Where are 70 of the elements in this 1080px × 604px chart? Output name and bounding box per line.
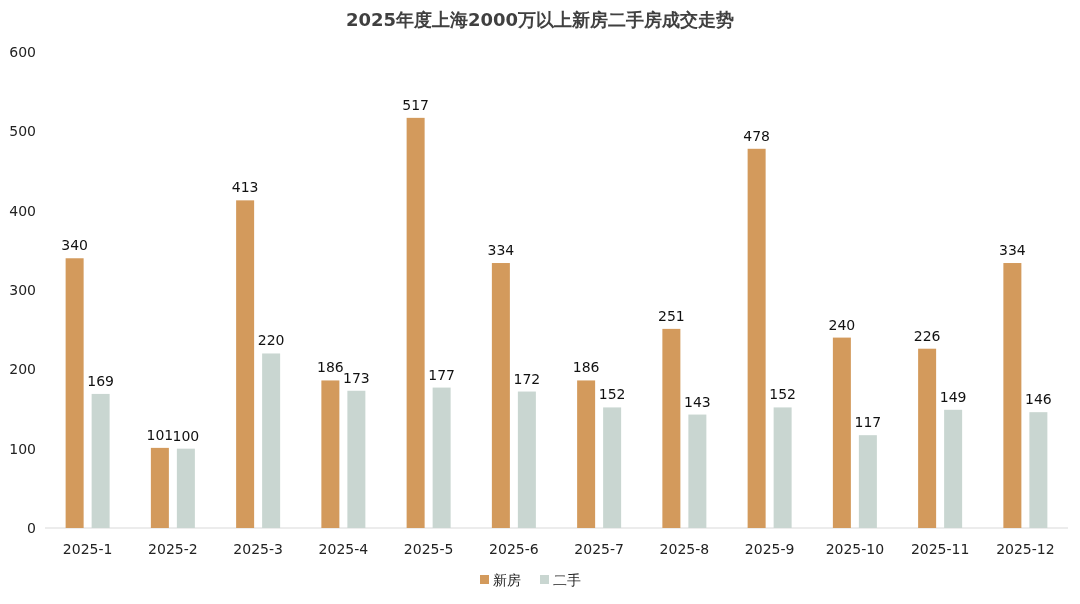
chart-title: 2025年度上海2000万以上新房二手房成交走势 bbox=[345, 9, 735, 30]
bar bbox=[406, 117, 425, 528]
data-label: 186 bbox=[317, 359, 344, 376]
data-label: 100 bbox=[172, 427, 200, 444]
bar bbox=[262, 353, 281, 528]
data-label: 517 bbox=[402, 96, 429, 113]
x-tick-label: 2025-12 bbox=[996, 541, 1055, 557]
data-label: 173 bbox=[343, 369, 370, 386]
data-label: 172 bbox=[513, 370, 541, 387]
bar bbox=[176, 448, 195, 528]
bar bbox=[577, 380, 596, 528]
bar bbox=[858, 435, 877, 528]
x-tick-label: 2025-7 bbox=[574, 541, 624, 557]
data-label: 177 bbox=[428, 366, 455, 383]
bar bbox=[944, 409, 963, 528]
data-label: 152 bbox=[598, 386, 626, 403]
data-label: 186 bbox=[572, 359, 600, 376]
data-label: 117 bbox=[854, 414, 882, 431]
y-tick-label: 500 bbox=[9, 123, 36, 140]
bar bbox=[347, 390, 366, 528]
data-label: 169 bbox=[87, 372, 114, 389]
legend-label: 新房 bbox=[493, 572, 521, 588]
bar bbox=[688, 414, 707, 528]
bar bbox=[432, 387, 451, 528]
x-tick-label: 2025-2 bbox=[148, 541, 198, 557]
y-tick-label: 300 bbox=[9, 282, 36, 298]
bar bbox=[1003, 263, 1022, 528]
bar bbox=[321, 380, 340, 528]
y-tick-label: 400 bbox=[9, 202, 36, 219]
bar bbox=[832, 337, 851, 528]
x-tick-label: 2025-10 bbox=[825, 541, 885, 557]
data-label: 240 bbox=[828, 316, 856, 333]
data-label: 334 bbox=[487, 242, 515, 259]
data-label: 334 bbox=[999, 242, 1026, 259]
data-label: 226 bbox=[913, 327, 941, 344]
bar bbox=[603, 407, 622, 528]
bar bbox=[918, 348, 937, 528]
x-tick-label: 2025-11 bbox=[910, 541, 970, 557]
data-label: 413 bbox=[231, 179, 259, 196]
bar bbox=[236, 200, 255, 528]
x-tick-label: 2025-8 bbox=[659, 541, 710, 557]
data-label: 143 bbox=[684, 393, 711, 410]
data-label: 146 bbox=[1025, 391, 1052, 408]
x-tick-label: 2025-5 bbox=[403, 541, 454, 557]
bar bbox=[747, 148, 766, 528]
bar bbox=[1029, 412, 1048, 528]
bar bbox=[662, 328, 681, 528]
y-tick-label: 100 bbox=[9, 440, 36, 457]
x-tick-label: 2025-6 bbox=[489, 541, 539, 557]
bar bbox=[91, 393, 110, 528]
legend-label: 二手 bbox=[553, 572, 581, 588]
x-tick-label: 2025-1 bbox=[62, 541, 113, 557]
x-tick-label: 2025-3 bbox=[233, 541, 283, 557]
data-label: 220 bbox=[257, 332, 285, 349]
data-label: 478 bbox=[743, 127, 770, 144]
x-tick-label: 2025-9 bbox=[744, 541, 795, 557]
bar bbox=[150, 447, 169, 528]
bar bbox=[65, 258, 84, 528]
bar bbox=[517, 391, 536, 528]
data-label: 149 bbox=[939, 388, 967, 405]
bar bbox=[773, 407, 792, 528]
data-label: 251 bbox=[658, 307, 685, 324]
data-label: 101 bbox=[146, 426, 174, 443]
y-tick-label: 200 bbox=[9, 361, 36, 378]
x-tick-label: 2025-4 bbox=[318, 541, 369, 557]
y-tick-label: 0 bbox=[27, 520, 36, 536]
data-label: 152 bbox=[769, 386, 796, 403]
bar bbox=[491, 263, 510, 528]
data-label: 340 bbox=[61, 237, 88, 254]
y-tick-label: 600 bbox=[9, 44, 36, 60]
